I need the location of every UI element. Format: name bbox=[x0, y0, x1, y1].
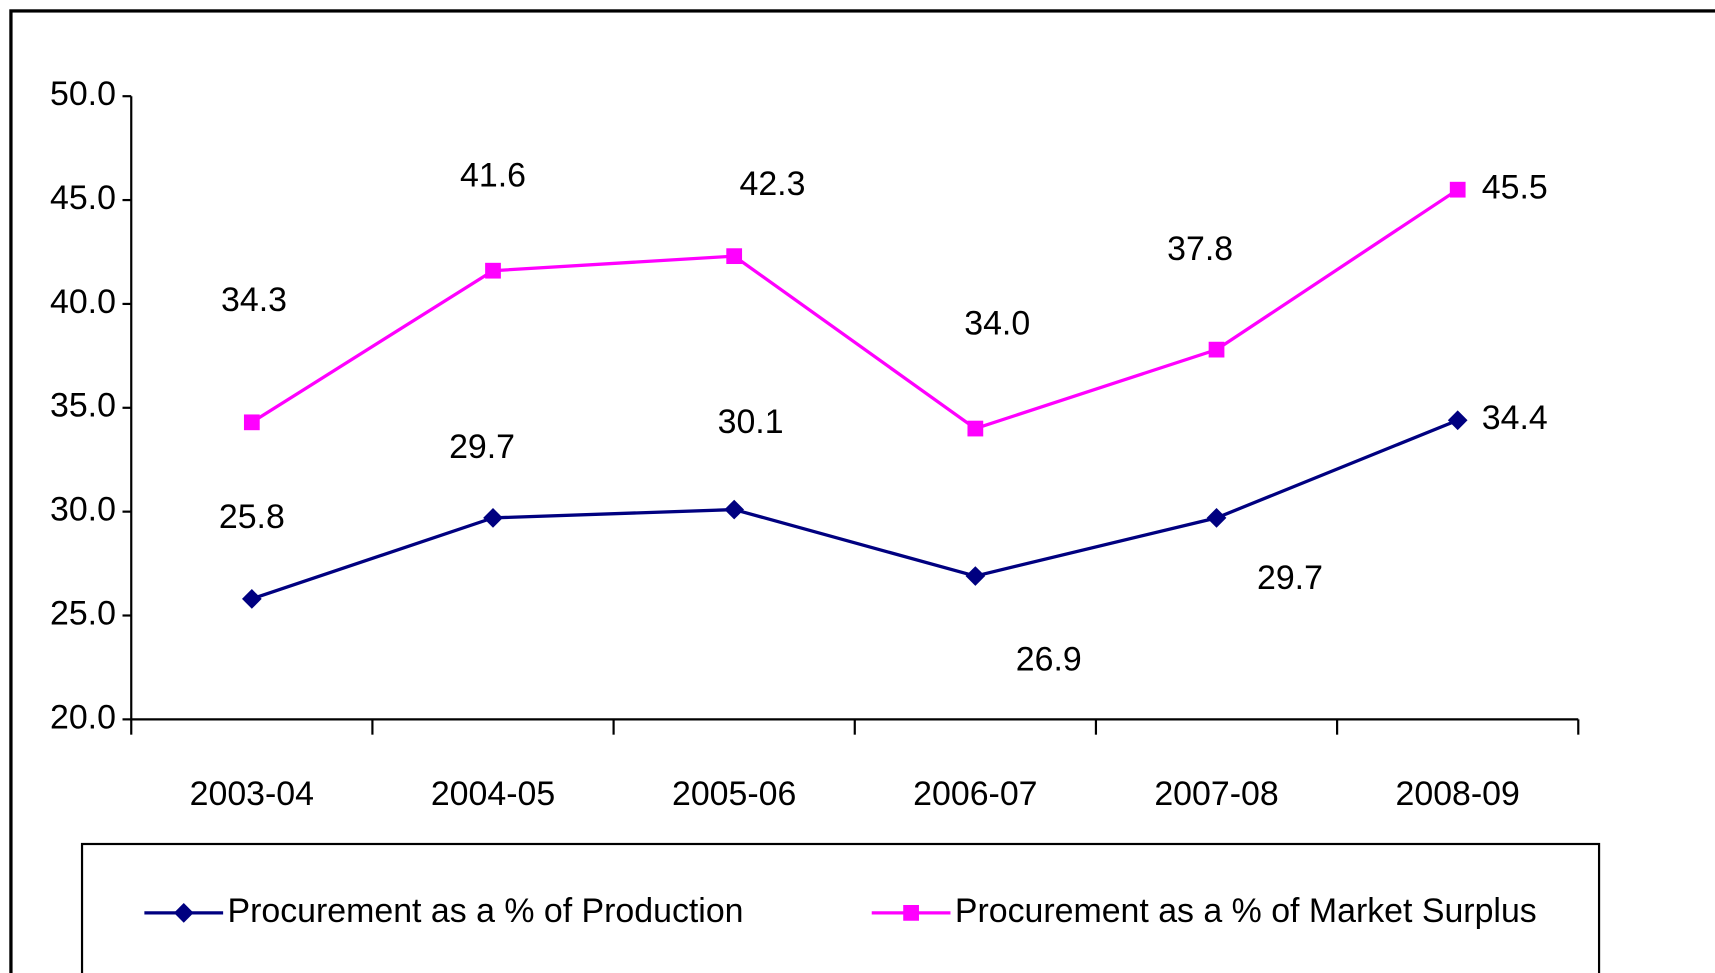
marker bbox=[483, 508, 503, 528]
data-label: 34.3 bbox=[221, 281, 287, 319]
series-line bbox=[251, 418, 1459, 601]
marker bbox=[243, 414, 260, 431]
x-tick-label: 2003-04 bbox=[190, 775, 314, 813]
data-label: 34.0 bbox=[964, 305, 1030, 343]
data-label: 25.8 bbox=[219, 498, 285, 536]
y-tick-label: 45.0 bbox=[50, 179, 116, 217]
data-label: 42.3 bbox=[739, 165, 805, 203]
marker bbox=[485, 262, 501, 279]
data-label: 26.9 bbox=[1016, 640, 1082, 678]
legend-label: Procurement as a % of Market Surplus bbox=[955, 892, 1537, 930]
marker bbox=[965, 566, 986, 586]
x-tick-label: 2007-08 bbox=[1154, 775, 1278, 813]
legend-marker bbox=[173, 903, 194, 923]
marker bbox=[726, 248, 743, 265]
x-tick-label: 2005-06 bbox=[672, 775, 796, 813]
marker bbox=[241, 589, 262, 609]
y-tick-label: 50.0 bbox=[50, 75, 116, 113]
y-tick-label: 30.0 bbox=[50, 491, 116, 529]
marker bbox=[1449, 181, 1466, 198]
series-line bbox=[250, 188, 1459, 431]
marker bbox=[1208, 341, 1225, 358]
marker bbox=[724, 499, 745, 520]
legend-marker bbox=[903, 904, 919, 921]
chart-border bbox=[9, 9, 1715, 973]
y-tick-label: 20.0 bbox=[50, 698, 116, 736]
data-label: 37.8 bbox=[1167, 230, 1233, 268]
y-tick-label: 35.0 bbox=[50, 387, 116, 425]
data-label: 45.5 bbox=[1482, 169, 1548, 207]
marker bbox=[1447, 410, 1468, 431]
data-label: 30.1 bbox=[718, 403, 784, 441]
x-tick-label: 2006-07 bbox=[913, 775, 1037, 813]
y-tick-label: 40.0 bbox=[50, 283, 116, 321]
x-tick-label: 2008-09 bbox=[1396, 775, 1520, 813]
x-tick-label: 2004-05 bbox=[431, 775, 555, 813]
marker bbox=[967, 420, 984, 437]
data-label: 29.7 bbox=[449, 428, 515, 466]
legend-label: Procurement as a % of Production bbox=[228, 892, 744, 930]
legend-box bbox=[80, 842, 1601, 973]
data-label: 34.4 bbox=[1482, 399, 1548, 437]
y-tick-label: 25.0 bbox=[50, 594, 116, 632]
data-label: 29.7 bbox=[1257, 559, 1323, 597]
marker bbox=[1206, 508, 1227, 528]
data-label: 41.6 bbox=[460, 157, 526, 195]
